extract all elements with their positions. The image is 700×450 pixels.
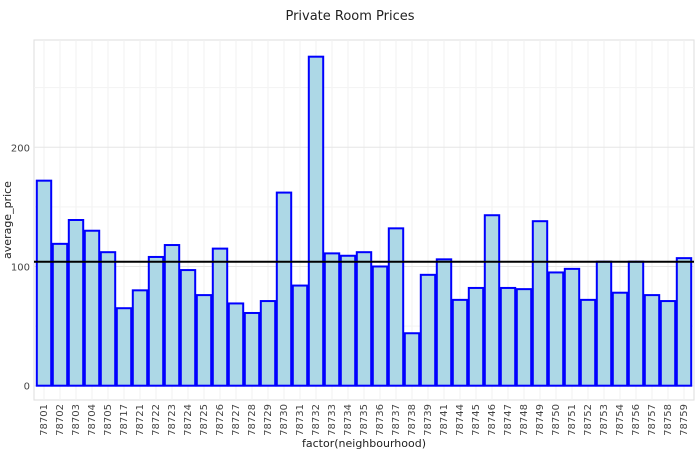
x-tick-label: 78758 (663, 404, 674, 436)
x-tick-label: 78727 (231, 404, 242, 436)
x-tick-label: 78754 (615, 404, 626, 436)
bar-78722 (147, 255, 165, 387)
bar-78724 (179, 269, 197, 387)
x-tick-label: 78722 (151, 404, 162, 436)
x-tick-label: 78734 (343, 404, 354, 436)
bar-78701 (35, 179, 53, 387)
x-tick-label: 78730 (279, 404, 290, 436)
bar-78737 (387, 227, 405, 387)
y-axis-title: average_price (1, 181, 14, 259)
x-tick-label: 78721 (135, 404, 146, 436)
x-tick-label: 78741 (439, 404, 450, 436)
x-tick-label: 78703 (71, 404, 82, 436)
bar-78735 (355, 251, 373, 387)
x-tick-label: 78751 (567, 404, 578, 436)
bar-78734 (339, 254, 357, 387)
x-tick-label: 78747 (503, 404, 514, 436)
x-tick-label: 78724 (183, 404, 194, 436)
chart-title: Private Room Prices (285, 9, 414, 24)
bar-78746 (483, 214, 501, 387)
bar-78717 (115, 307, 133, 387)
bar-78739 (419, 273, 437, 387)
bar-78749 (531, 220, 549, 387)
bar-78726 (211, 247, 229, 387)
x-tick-label: 78738 (407, 404, 418, 436)
x-tick-label: 78737 (391, 404, 402, 436)
bar-78730 (275, 191, 293, 387)
bar-78741 (435, 258, 453, 387)
x-tick-label: 78731 (295, 404, 306, 436)
bar-78729 (259, 300, 277, 387)
x-axis-title: factor(neighbourhood) (302, 437, 426, 450)
x-tick-label: 78725 (199, 404, 210, 436)
bar-78723 (163, 244, 181, 387)
bar-78750 (547, 271, 565, 387)
bar-78731 (291, 284, 309, 387)
bar-78727 (227, 302, 245, 387)
x-tick-label: 78735 (359, 404, 370, 436)
bar-78754 (611, 291, 629, 387)
x-tick-label: 78729 (263, 404, 274, 436)
bar-78736 (371, 265, 389, 387)
y-tick-label: 100 (11, 262, 30, 273)
bar-78702 (51, 242, 69, 387)
bar-78704 (83, 229, 101, 387)
x-tick-label: 78759 (679, 404, 690, 436)
x-tick-label: 78717 (119, 404, 130, 436)
x-tick-label: 78702 (55, 404, 66, 436)
x-tick-label: 78733 (327, 404, 338, 436)
bar-78757 (643, 294, 661, 387)
bar-78752 (579, 298, 597, 387)
x-tick-label: 78726 (215, 404, 226, 436)
bar-78733 (323, 252, 341, 387)
bar-78747 (499, 286, 517, 387)
y-tick-label: 0 (24, 382, 30, 393)
bar-78732 (307, 55, 325, 387)
x-tick-label: 78752 (583, 404, 594, 436)
bar-78758 (659, 300, 677, 387)
x-tick-label: 78749 (535, 404, 546, 436)
x-tick-label: 78753 (599, 404, 610, 436)
x-tick-label: 78746 (487, 404, 498, 436)
bar-78738 (403, 332, 421, 387)
x-tick-label: 78736 (375, 404, 386, 436)
x-tick-label: 78739 (423, 404, 434, 436)
x-tick-label: 78723 (167, 404, 178, 436)
x-tick-label: 78732 (311, 404, 322, 436)
bar-78728 (243, 311, 261, 387)
bar-78705 (99, 251, 117, 387)
x-tick-label: 78744 (455, 404, 466, 436)
x-tick-label: 78745 (471, 404, 482, 436)
bar-78725 (195, 294, 213, 387)
bar-78751 (563, 267, 581, 387)
bar-78748 (515, 288, 533, 387)
x-tick-label: 78748 (519, 404, 530, 436)
x-tick-label: 78756 (631, 404, 642, 436)
bar-78721 (131, 289, 149, 387)
bar-78756 (627, 260, 645, 387)
bars (35, 55, 693, 387)
x-tick-label: 78705 (103, 404, 114, 436)
bar-78759 (675, 257, 693, 387)
x-tick-label: 78750 (551, 404, 562, 436)
bar-78753 (595, 260, 613, 387)
bar-78703 (67, 219, 85, 387)
bar-78745 (467, 286, 485, 387)
bar-78744 (451, 298, 469, 387)
x-tick-label: 78704 (87, 404, 98, 436)
y-axis-ticks: 0 100 200 (11, 143, 30, 392)
x-tick-label: 78728 (247, 404, 258, 436)
x-axis-ticks: 78701 78702 78703 78704 78705 78717 78721 78722… (39, 404, 690, 436)
x-tick-label: 78701 (39, 404, 50, 436)
y-tick-label: 200 (11, 143, 30, 154)
x-tick-label: 78757 (647, 404, 658, 436)
